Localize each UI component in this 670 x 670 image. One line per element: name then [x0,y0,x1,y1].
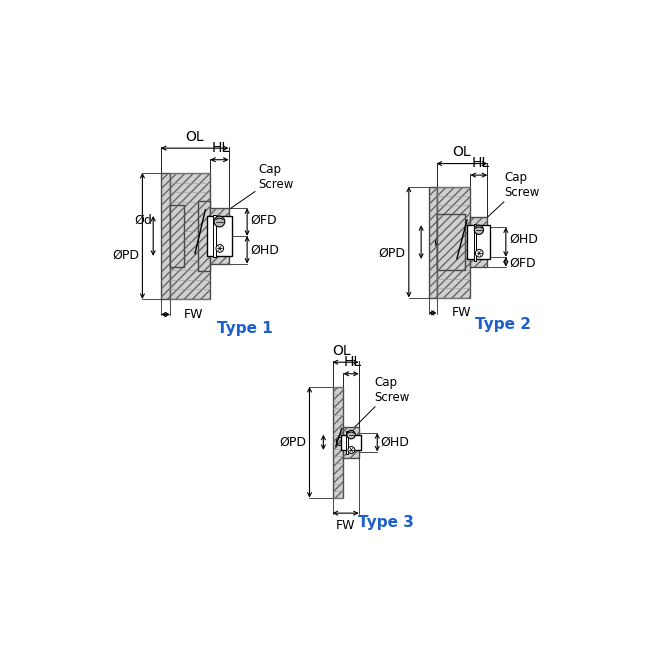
Text: Type 2: Type 2 [475,317,531,332]
Text: ØPD: ØPD [113,249,139,261]
Bar [343,427,358,458]
Text: Cap
Screw: Cap Screw [222,163,293,214]
Bar [210,208,228,264]
Text: FW: FW [452,306,471,320]
Text: HL: HL [212,141,230,155]
Bar [341,435,361,450]
Bar [470,218,487,267]
Bar [207,216,232,256]
Text: HL: HL [344,355,362,369]
Text: FW: FW [336,519,355,531]
Bar [170,205,184,267]
Bar [429,187,437,297]
Bar [198,201,210,271]
Text: Ød: Ød [135,214,152,226]
Text: Cap
Screw: Cap Screw [353,376,409,429]
Text: ØPD: ØPD [379,247,406,260]
Text: FW: FW [184,308,203,321]
Bar [343,427,358,458]
Bar [161,173,170,299]
Bar [346,431,348,454]
Bar [468,225,490,259]
Bar [470,218,487,267]
Text: ØHD: ØHD [381,436,409,449]
Circle shape [216,245,224,253]
Circle shape [214,216,225,227]
Bar [332,387,343,498]
Text: ØFD: ØFD [250,214,277,227]
Bar [210,208,228,264]
Text: Type 3: Type 3 [358,515,413,530]
Bar [429,187,437,297]
Bar [170,173,210,299]
Bar [437,214,466,270]
Text: ØPD: ØPD [279,436,306,449]
Text: Type 1: Type 1 [217,321,273,336]
Text: OL: OL [332,344,351,358]
Circle shape [347,430,355,439]
Bar [213,215,216,257]
Text: Ød: Ød [334,436,352,449]
Bar [474,224,476,261]
Text: ØHD: ØHD [250,243,279,257]
Text: OL: OL [186,129,204,143]
Bar [437,187,470,297]
Text: OL: OL [453,145,471,159]
Bar [437,214,466,270]
Text: ØHD: ØHD [509,233,538,246]
Bar [170,173,210,299]
Bar [341,435,361,450]
Circle shape [474,225,484,234]
Bar [161,173,170,299]
Circle shape [348,446,355,454]
Text: Ød: Ød [433,236,452,249]
Bar [198,201,210,271]
Bar [468,225,490,259]
Bar [207,216,232,256]
Text: ØFD: ØFD [509,257,535,269]
Bar [437,187,470,297]
Bar [170,205,184,267]
Circle shape [476,249,483,257]
Text: HL: HL [472,157,490,170]
Text: Cap
Screw: Cap Screw [481,171,539,223]
Bar [332,387,343,498]
